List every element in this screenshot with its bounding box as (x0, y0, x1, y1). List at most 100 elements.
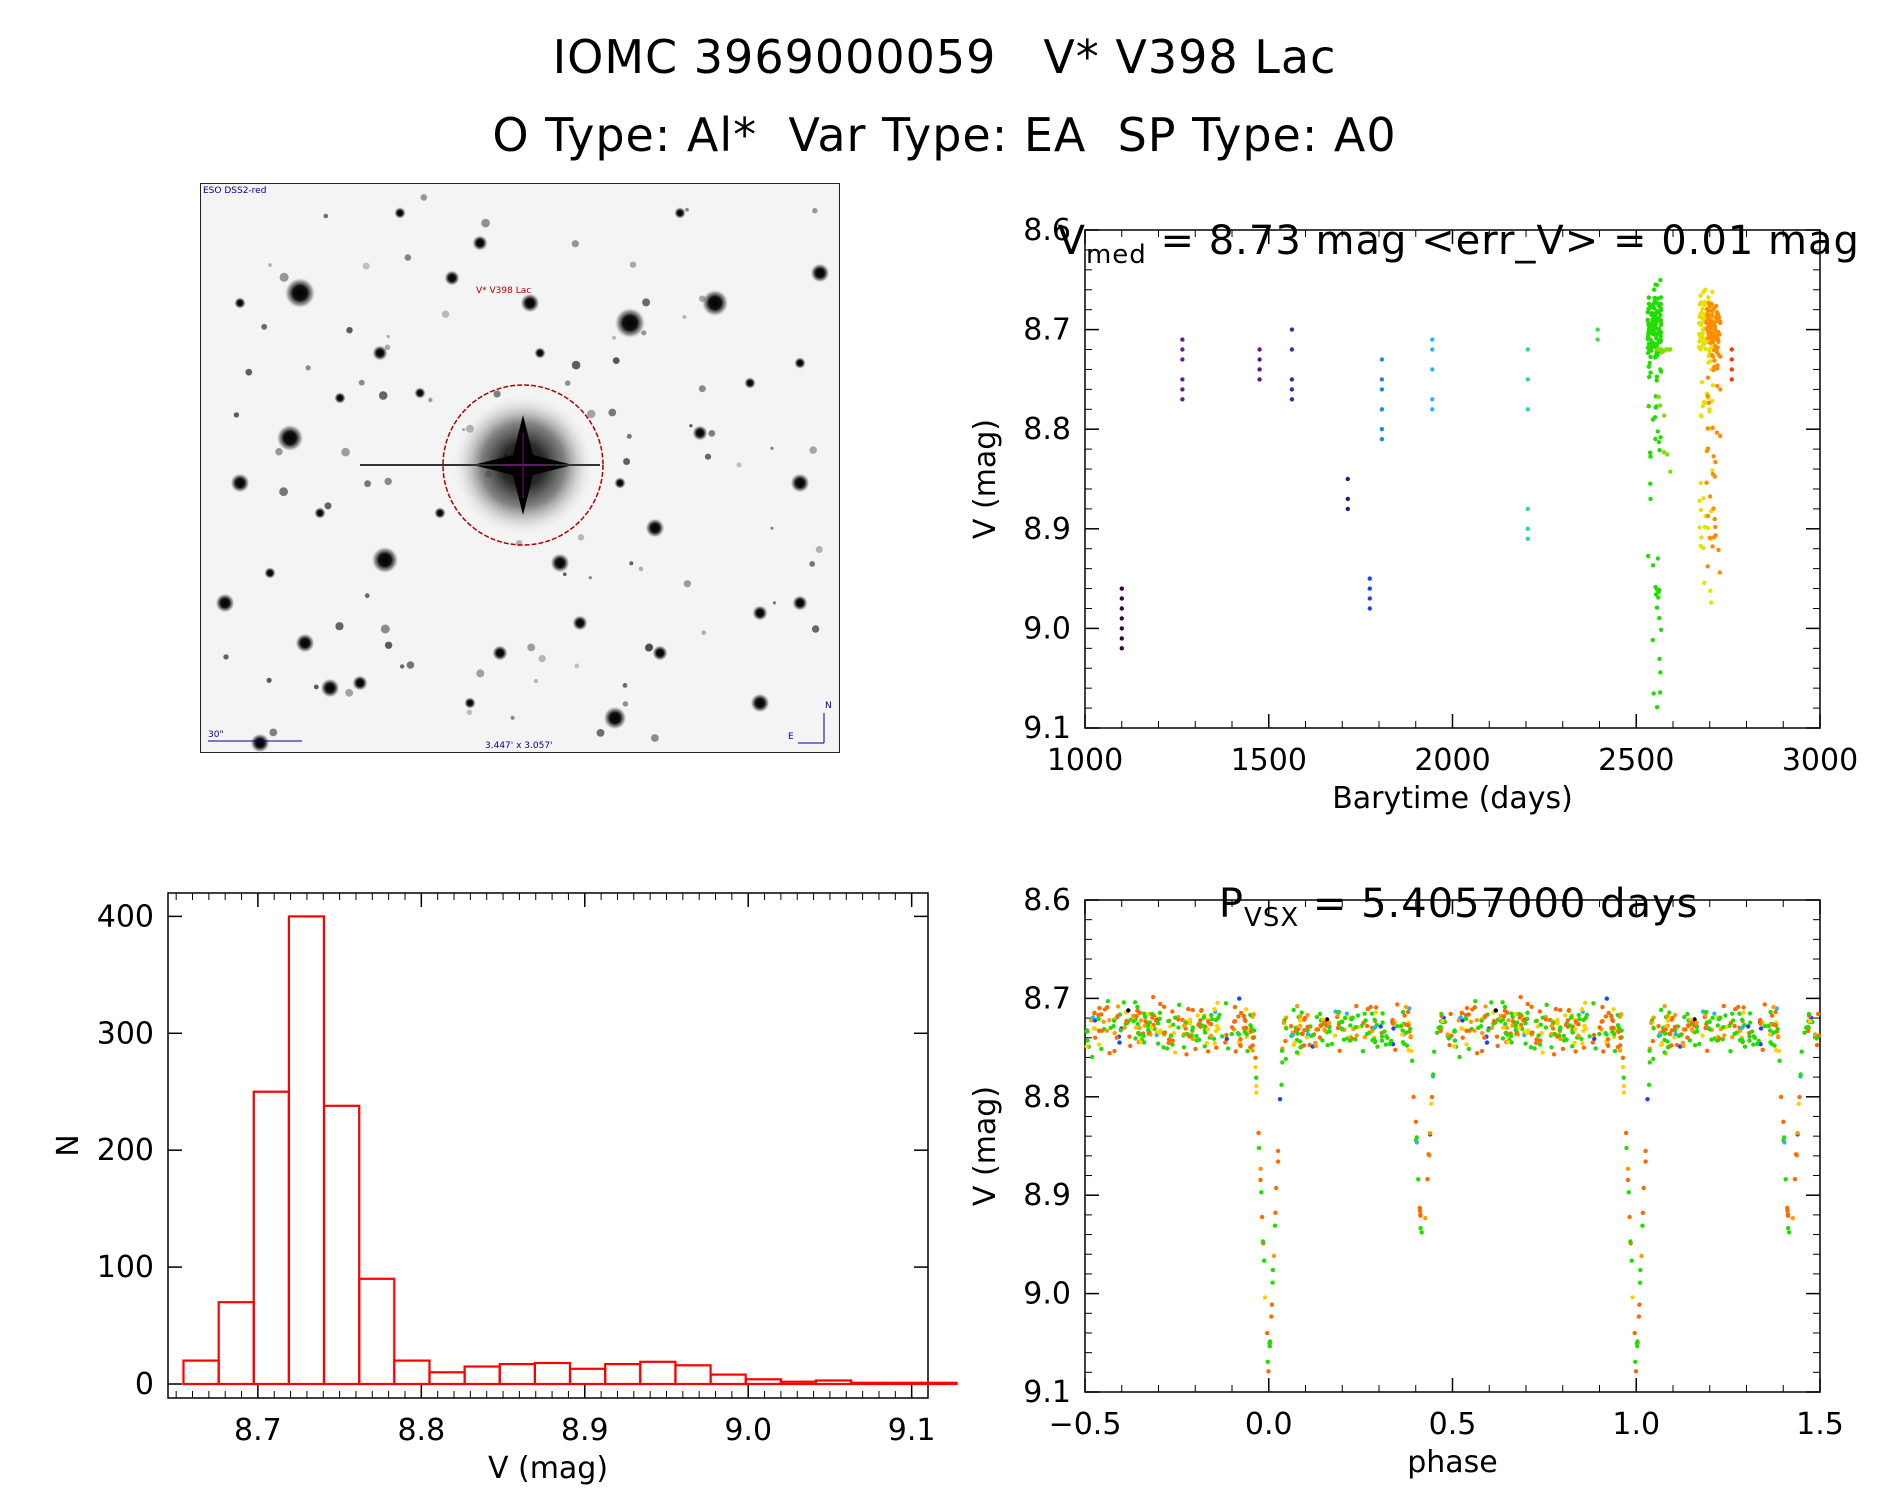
phased-point (1158, 1001, 1163, 1007)
phased-point (1416, 1177, 1421, 1182)
phased-point (1781, 1119, 1786, 1125)
target-star (360, 395, 600, 535)
phased-point (1342, 1015, 1348, 1021)
lightcurve-point (1653, 326, 1659, 331)
lightcurve-point (1595, 327, 1600, 332)
phased-point (1084, 1028, 1090, 1033)
phased-point (1215, 1000, 1220, 1005)
phased-point (1524, 1031, 1530, 1036)
finder-star (708, 430, 716, 437)
histogram-bar (604, 1362, 642, 1386)
lightcurve-point (1658, 312, 1663, 318)
phased-point (1539, 1030, 1544, 1036)
phased-point (1232, 1004, 1238, 1010)
finder-star (384, 344, 391, 351)
phased-point (1646, 1082, 1652, 1088)
y-tick-label: 0 (135, 1367, 154, 1402)
phased-point (1627, 1214, 1632, 1220)
phased-point (1269, 1302, 1275, 1307)
phased-point (1298, 1045, 1303, 1050)
phased-point (1251, 1012, 1256, 1017)
phased-point (1393, 1047, 1398, 1053)
phased-point (1778, 1094, 1784, 1100)
phased-point (1200, 1023, 1205, 1028)
phased-point (1489, 1025, 1495, 1030)
phased-point (1272, 1223, 1278, 1228)
phased-point (1603, 1014, 1609, 1019)
finder-star (266, 677, 272, 683)
phased-point (1349, 1036, 1354, 1041)
phased-point (1223, 1001, 1229, 1006)
phased-point (1621, 1075, 1626, 1080)
phased-point (1143, 1019, 1148, 1024)
lightcurve-point (1430, 367, 1435, 372)
phased-point (1244, 1032, 1250, 1037)
lightcurve-title-main: V (1057, 218, 1086, 264)
phased-point (1683, 1027, 1688, 1032)
phased-point (1476, 1025, 1481, 1031)
phased-point (1406, 1048, 1411, 1053)
finder-star (371, 546, 399, 574)
phased-point (1205, 1027, 1211, 1032)
finder-star (268, 263, 272, 267)
lightcurve-point (1257, 367, 1262, 372)
lightcurve-point (1650, 340, 1656, 345)
finder-star (623, 458, 631, 465)
lightcurve-point (1718, 433, 1723, 439)
x-tick-label: −0.5 (1049, 1407, 1122, 1442)
finder-star (614, 307, 646, 339)
lightcurve-point (1712, 364, 1717, 369)
phased-point (1533, 1018, 1539, 1024)
phased-point (1251, 1035, 1256, 1041)
phased-point (1250, 1048, 1255, 1053)
phased-point (1241, 1014, 1247, 1019)
phased-point (1360, 1049, 1366, 1054)
phased-point (1344, 1011, 1350, 1016)
lightcurve-point (1345, 496, 1351, 502)
lightcurve-point (1646, 327, 1652, 333)
lightcurve-point (1289, 397, 1295, 402)
phased-point (1746, 1024, 1751, 1029)
lightcurve-point (1525, 506, 1531, 512)
phased-point (1142, 1023, 1148, 1028)
phased-point (1709, 1037, 1714, 1042)
phased-point (1758, 1026, 1764, 1031)
lightcurve-point (1379, 387, 1385, 392)
phased-point (1593, 1046, 1598, 1051)
phased-point (1093, 1035, 1098, 1040)
lightcurve-point (1717, 319, 1722, 325)
lightcurve-point (1657, 690, 1663, 695)
lightcurve-point (1180, 377, 1185, 382)
phased-point (1193, 1046, 1198, 1052)
phased-point (1121, 1000, 1127, 1005)
phased-point (1570, 1044, 1575, 1049)
phased-point (1604, 996, 1610, 1001)
phased-point (1408, 1034, 1413, 1039)
phased-point (1341, 1037, 1347, 1042)
phased-point (1267, 1339, 1273, 1344)
histogram-bar (639, 1360, 677, 1386)
north-label: N (825, 701, 832, 711)
phased-point (1382, 1029, 1387, 1034)
y-tick-label: 8.9 (1023, 1178, 1071, 1213)
lightcurve-point (1710, 383, 1716, 388)
lightcurve-point (1430, 397, 1435, 402)
lightcurve-point (1655, 318, 1660, 323)
finder-star (527, 643, 536, 652)
lightcurve-point (1714, 430, 1720, 435)
phased-point (1592, 1036, 1597, 1042)
lightcurve-point (1709, 600, 1714, 605)
phased-point (1785, 1208, 1790, 1213)
phased-point (1651, 1026, 1656, 1031)
phased-point (1495, 1043, 1500, 1049)
phased-point (1731, 1018, 1736, 1023)
lightcurve-point (1707, 409, 1712, 414)
phased-point (1525, 1001, 1531, 1007)
lightcurve-point (1661, 450, 1667, 455)
phased-point (1773, 1009, 1778, 1015)
phased-point (1353, 1037, 1358, 1042)
lightcurve-point (1379, 437, 1385, 442)
lightcurve-point (1698, 480, 1704, 486)
finder-star (313, 684, 319, 690)
phased-point (1258, 1177, 1263, 1183)
